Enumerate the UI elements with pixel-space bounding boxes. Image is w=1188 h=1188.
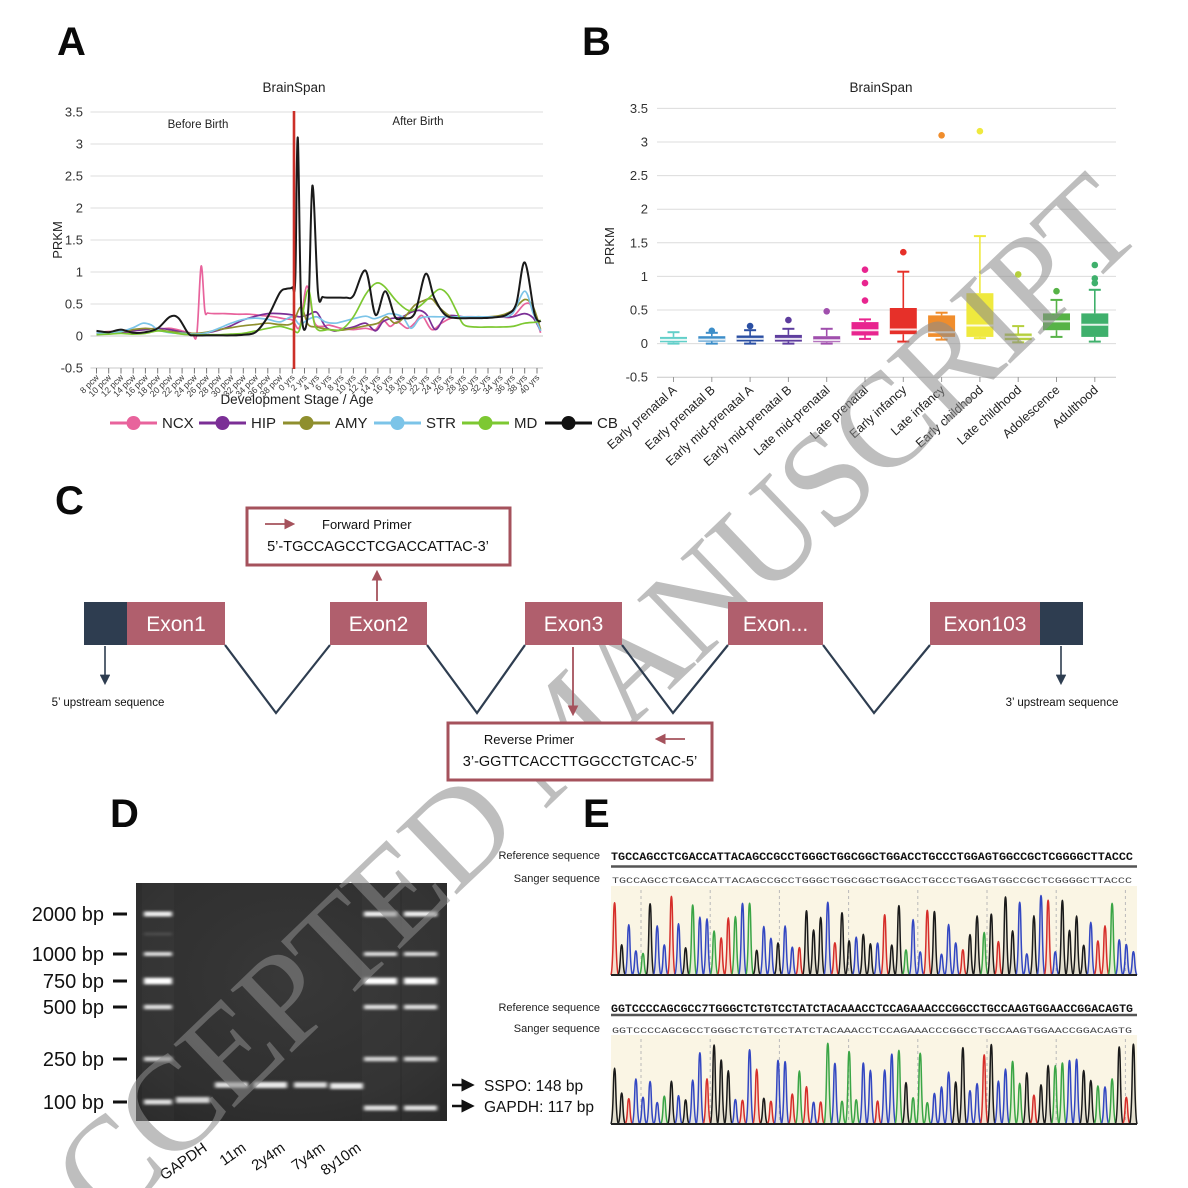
svg-text:0: 0 [641, 336, 648, 351]
svg-text:Reference sequence: Reference sequence [498, 850, 600, 862]
svg-text:GGTCCCCAGCGCC7TGGGCTCTGTCCTATC: GGTCCCCAGCGCC7TGGGCTCTGTCCTATCTACAAACCTC… [611, 1004, 1133, 1016]
svg-text:MD: MD [514, 415, 537, 432]
svg-text:GAPDH: 117 bp: GAPDH: 117 bp [484, 1099, 594, 1116]
svg-text:0.5: 0.5 [630, 303, 648, 318]
svg-text:-0.5: -0.5 [61, 361, 83, 376]
svg-text:Sanger sequence: Sanger sequence [514, 873, 600, 885]
svg-text:After Birth: After Birth [392, 116, 443, 128]
svg-text:GGTCCCCAGCGCCTGGGCTCTGTCCTATCT: GGTCCCCAGCGCCTGGGCTCTGTCCTATCTACAAACCTCC… [612, 1027, 1132, 1036]
svg-text:SSPO: 148 bp: SSPO: 148 bp [484, 1078, 583, 1095]
svg-text:Exon3: Exon3 [544, 613, 604, 636]
svg-text:Development Stage / Age: Development Stage / Age [220, 392, 373, 407]
svg-text:PRKM: PRKM [50, 221, 65, 259]
svg-text:Reference sequence: Reference sequence [498, 1002, 600, 1014]
svg-text:250 bp: 250 bp [43, 1049, 104, 1071]
svg-text:1: 1 [76, 265, 83, 280]
svg-text:STR: STR [426, 415, 456, 432]
svg-text:1.5: 1.5 [630, 235, 648, 250]
svg-text:BrainSpan: BrainSpan [849, 80, 912, 95]
svg-text:BrainSpan: BrainSpan [262, 80, 325, 95]
svg-text:Exon1: Exon1 [146, 613, 206, 636]
svg-text:Exon...: Exon... [743, 613, 808, 636]
svg-text:Exon103: Exon103 [944, 613, 1027, 636]
svg-text:1000 bp: 1000 bp [32, 944, 104, 966]
svg-text:750 bp: 750 bp [43, 971, 104, 993]
svg-text:0: 0 [76, 329, 83, 344]
svg-text:3: 3 [641, 135, 648, 150]
svg-text:0.5: 0.5 [65, 297, 83, 312]
svg-text:HIP: HIP [251, 415, 276, 432]
svg-text:TGCCAGCCTCGACCATTACAGCCGCCTGGG: TGCCAGCCTCGACCATTACAGCCGCCTGGGCTGGCGGCTG… [611, 852, 1134, 864]
svg-text:3: 3 [76, 137, 83, 152]
svg-text:3’ upstream sequence: 3’ upstream sequence [1006, 697, 1119, 709]
svg-text:Reverse Primer: Reverse Primer [484, 732, 575, 747]
svg-text:-0.5: -0.5 [626, 370, 648, 385]
svg-text:Forward Primer: Forward Primer [322, 517, 412, 532]
svg-text:Before Birth: Before Birth [168, 119, 229, 131]
svg-text:5’ upstream sequence: 5’ upstream sequence [52, 697, 165, 709]
svg-text:500 bp: 500 bp [43, 997, 104, 1019]
svg-text:TGCCAGCCTCGACCATTACAGCCGCCTGGG: TGCCAGCCTCGACCATTACAGCCGCCTGGGCTGGCGGCTG… [612, 877, 1132, 886]
svg-text:2: 2 [76, 201, 83, 216]
svg-text:2.5: 2.5 [630, 168, 648, 183]
svg-text:Sanger sequence: Sanger sequence [514, 1023, 600, 1035]
svg-text:3.5: 3.5 [65, 105, 83, 120]
svg-text:PRKM: PRKM [602, 227, 617, 265]
svg-text:CB: CB [597, 415, 618, 432]
svg-text:1: 1 [641, 269, 648, 284]
svg-text:3’-GGTTCACCTTGGCCTGTCAC-5’: 3’-GGTTCACCTTGGCCTGTCAC-5’ [463, 754, 697, 770]
svg-text:2.5: 2.5 [65, 169, 83, 184]
svg-text:100 bp: 100 bp [43, 1092, 104, 1114]
svg-text:2000 bp: 2000 bp [32, 904, 104, 926]
svg-text:5’-TGCCAGCCTCGACCATTAC-3’: 5’-TGCCAGCCTCGACCATTAC-3’ [267, 539, 489, 555]
svg-text:AMY: AMY [335, 415, 368, 432]
svg-text:1.5: 1.5 [65, 233, 83, 248]
svg-text:NCX: NCX [162, 415, 194, 432]
svg-text:2: 2 [641, 202, 648, 217]
svg-text:Exon2: Exon2 [349, 613, 409, 636]
svg-text:3.5: 3.5 [630, 101, 648, 116]
